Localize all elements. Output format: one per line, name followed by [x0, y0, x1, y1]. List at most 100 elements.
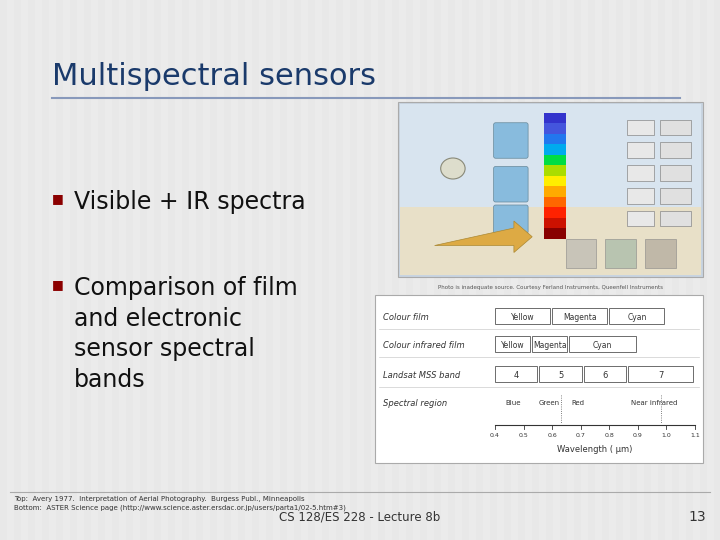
Bar [112, 0, 119, 540]
Text: Green: Green [539, 400, 560, 406]
Bar [544, 228, 566, 239]
Bar [626, 119, 654, 135]
Bar [308, 0, 315, 540]
Bar [252, 0, 259, 540]
Text: Cyan: Cyan [627, 313, 647, 321]
Bar [400, 207, 701, 275]
Text: 0.5: 0.5 [518, 433, 528, 438]
Text: Cyan: Cyan [593, 341, 612, 349]
Bar [490, 0, 497, 540]
Text: 7: 7 [658, 370, 663, 380]
Bar [350, 0, 357, 540]
Bar [660, 188, 690, 204]
Bar [714, 0, 720, 540]
Bar [660, 119, 690, 135]
Bar [434, 0, 441, 540]
Bar [544, 186, 566, 197]
Bar [686, 0, 693, 540]
FancyBboxPatch shape [494, 123, 528, 158]
Text: 0.6: 0.6 [547, 433, 557, 438]
Text: Wavelength ( μm): Wavelength ( μm) [557, 445, 633, 454]
Bar [544, 112, 566, 124]
Bar [504, 0, 511, 540]
Text: 4: 4 [513, 370, 519, 380]
Bar [609, 308, 665, 324]
Bar [398, 102, 703, 277]
Bar [392, 0, 399, 540]
Bar [266, 0, 273, 540]
Bar [294, 0, 301, 540]
Bar [126, 0, 133, 540]
Bar [700, 0, 707, 540]
Bar [626, 142, 654, 158]
Text: CS 128/ES 228 - Lecture 8b: CS 128/ES 228 - Lecture 8b [279, 510, 441, 523]
Ellipse shape [441, 158, 465, 179]
Text: Spectral region: Spectral region [383, 399, 447, 408]
Bar [462, 0, 469, 540]
FancyBboxPatch shape [494, 205, 528, 233]
Bar [322, 0, 329, 540]
Bar [626, 211, 654, 226]
Text: 1.1: 1.1 [690, 433, 700, 438]
Text: 1.0: 1.0 [662, 433, 671, 438]
Text: Top:  Avery 1977.  Interpretation of Aerial Photography.  Burgess Publ., Minneap: Top: Avery 1977. Interpretation of Aeria… [14, 496, 346, 511]
Bar [140, 0, 147, 540]
Text: Magenta: Magenta [563, 313, 597, 321]
Bar [544, 144, 566, 155]
Text: Colour film: Colour film [383, 313, 428, 321]
Bar [448, 0, 455, 540]
Text: 0.7: 0.7 [576, 433, 585, 438]
Bar [566, 239, 596, 268]
Bar [518, 0, 525, 540]
Bar [660, 211, 690, 226]
Bar [552, 308, 607, 324]
Text: Blue: Blue [505, 400, 521, 406]
Bar [98, 0, 105, 540]
Bar [660, 142, 690, 158]
Bar [532, 0, 539, 540]
Text: 13: 13 [688, 510, 706, 524]
Bar [42, 0, 49, 540]
Bar [602, 0, 609, 540]
Bar [544, 133, 566, 145]
Text: ■: ■ [52, 192, 64, 205]
Bar [630, 0, 637, 540]
Bar [476, 0, 483, 540]
Bar [375, 295, 703, 463]
Bar [584, 366, 626, 382]
Bar [560, 0, 567, 540]
Text: Yellow: Yellow [500, 341, 524, 349]
Bar [364, 0, 371, 540]
Bar [544, 154, 566, 165]
Bar [544, 176, 566, 186]
Text: 0.8: 0.8 [604, 433, 614, 438]
Bar [84, 0, 91, 540]
Bar [629, 366, 693, 382]
Bar [616, 0, 623, 540]
Text: ■: ■ [52, 278, 64, 291]
Bar [378, 0, 385, 540]
Bar [644, 0, 651, 540]
Bar [196, 0, 203, 540]
Text: Yellow: Yellow [510, 313, 534, 321]
Text: 0.9: 0.9 [633, 433, 643, 438]
Bar [606, 239, 636, 268]
Bar [168, 0, 175, 540]
Bar [672, 0, 679, 540]
Bar [546, 0, 553, 540]
Bar [539, 366, 582, 382]
FancyBboxPatch shape [494, 166, 528, 202]
Bar [238, 0, 245, 540]
Text: Comparison of film
and electronic
sensor spectral
bands: Comparison of film and electronic sensor… [74, 276, 298, 392]
Bar [210, 0, 217, 540]
Bar [495, 366, 537, 382]
Bar [660, 165, 690, 181]
Bar [544, 218, 566, 228]
Bar [70, 0, 77, 540]
Bar [570, 336, 636, 352]
Bar [544, 165, 566, 176]
Text: Colour infrared film: Colour infrared film [383, 341, 464, 349]
Text: Visible + IR spectra: Visible + IR spectra [74, 190, 305, 214]
Bar [645, 239, 675, 268]
Bar [28, 0, 35, 540]
